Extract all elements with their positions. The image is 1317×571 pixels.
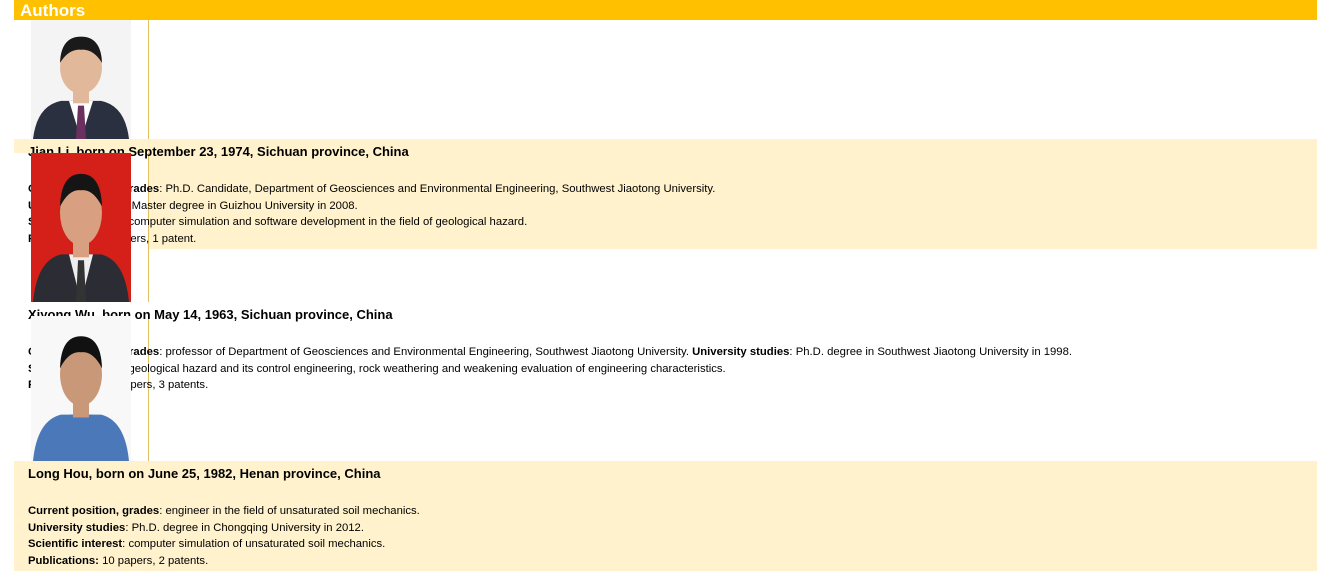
author-row: Xiyong Wu, born on May 14, 1963, Sichuan… — [14, 153, 1317, 391]
author-name: Long Hou, born on June 25, 1982, Henan p… — [28, 466, 381, 481]
bio-label: Scientific interest — [28, 538, 123, 550]
bio-text: : engineer in the field of unsaturated s… — [159, 505, 420, 517]
author-photo — [31, 153, 131, 302]
bio-text: : Ph.D. degree in Southwest Jiaotong Uni… — [789, 346, 1073, 358]
bio-text: : geological hazard and its control engi… — [122, 362, 726, 375]
bio-label: Current position, grades — [28, 505, 160, 517]
author-row: Long Hou, born on June 25, 1982, Henan p… — [14, 316, 1317, 571]
author-photo — [31, 316, 131, 461]
bio-text: : professor of Department of Geosciences… — [159, 346, 693, 358]
bio-line: Publications: 10 papers, 2 patents. — [28, 553, 1311, 570]
photo-cell — [14, 316, 149, 461]
photo-cell — [14, 20, 149, 139]
bio-label: University studies — [692, 346, 790, 358]
bio-line: Scientific interest: computer simulation… — [28, 536, 1311, 553]
authors-panel: Authors Jian Li, born on September 23, 1… — [14, 0, 1317, 571]
bio-text: : Master degree in Guizhou University in… — [125, 199, 358, 212]
author-photo — [31, 20, 131, 139]
bio-label: Publications: — [28, 554, 99, 567]
bio-text: : Ph.D. Candidate, Department of Geoscie… — [159, 183, 716, 195]
bio-text: : computer simulation of unsaturated soi… — [122, 538, 386, 550]
bio-label: University studies — [28, 521, 126, 534]
bio-cell: Long Hou, born on June 25, 1982, Henan p… — [14, 461, 1317, 571]
bio-text: : computer simulation and software devel… — [122, 216, 528, 228]
bio-line: University studies: Ph.D. degree in Chon… — [28, 520, 1311, 537]
photo-cell — [14, 153, 149, 302]
bio-line: Current position, grades: engineer in th… — [28, 503, 1311, 520]
author-row: Jian Li, born on September 23, 1974, Sic… — [14, 20, 1317, 249]
bio-text: 10 papers, 2 patents. — [98, 554, 209, 567]
page-body: Authors Jian Li, born on September 23, 1… — [14, 0, 1317, 571]
author-rows: Jian Li, born on September 23, 1974, Sic… — [14, 20, 1317, 571]
section-header: Authors — [14, 0, 1317, 20]
bio-text: : Ph.D. degree in Chongqing University i… — [125, 521, 364, 534]
